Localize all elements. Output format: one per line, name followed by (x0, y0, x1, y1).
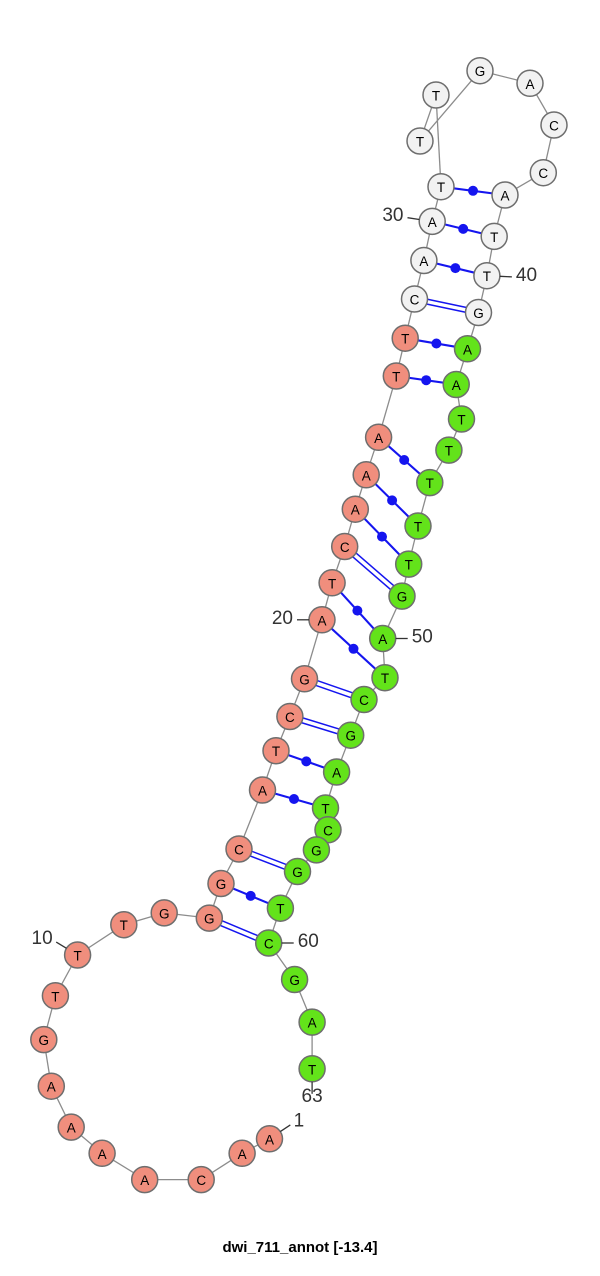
svg-text:G: G (216, 877, 227, 892)
svg-text:A: A (98, 1147, 107, 1162)
svg-text:G: G (292, 865, 303, 880)
svg-text:C: C (285, 710, 295, 725)
svg-text:A: A (419, 254, 428, 269)
svg-text:T: T (308, 1062, 316, 1077)
svg-text:A: A (140, 1173, 149, 1188)
svg-text:T: T (51, 989, 59, 1004)
svg-text:T: T (416, 135, 424, 150)
svg-text:T: T (276, 902, 284, 917)
svg-text:1: 1 (294, 1111, 305, 1132)
svg-text:C: C (359, 693, 369, 708)
svg-text:A: A (238, 1147, 247, 1162)
svg-text:C: C (234, 843, 244, 858)
svg-text:T: T (381, 671, 389, 686)
svg-text:60: 60 (298, 931, 319, 952)
svg-text:T: T (73, 949, 81, 964)
svg-text:C: C (323, 823, 333, 838)
svg-text:T: T (426, 476, 434, 491)
svg-text:A: A (265, 1132, 274, 1147)
svg-text:G: G (289, 973, 300, 988)
svg-text:G: G (397, 590, 408, 605)
svg-text:A: A (362, 468, 371, 483)
svg-text:G: G (473, 306, 484, 321)
svg-text:T: T (272, 744, 280, 759)
svg-text:T: T (445, 444, 453, 459)
svg-text:G: G (204, 912, 215, 927)
svg-text:T: T (401, 332, 409, 347)
svg-text:20: 20 (272, 608, 293, 629)
svg-text:A: A (258, 784, 267, 799)
svg-text:A: A (525, 77, 534, 92)
svg-text:10: 10 (32, 928, 53, 949)
svg-text:30: 30 (382, 205, 403, 226)
svg-text:T: T (392, 370, 400, 385)
svg-text:T: T (432, 89, 440, 104)
svg-text:A: A (500, 189, 509, 204)
svg-text:C: C (410, 293, 420, 308)
svg-text:A: A (317, 613, 326, 628)
svg-text:A: A (378, 632, 387, 647)
svg-text:C: C (264, 937, 274, 952)
svg-text:G: G (311, 843, 322, 858)
svg-text:63: 63 (302, 1086, 323, 1107)
svg-text:A: A (332, 766, 341, 781)
svg-text:A: A (428, 215, 437, 230)
svg-text:A: A (452, 378, 461, 393)
svg-text:G: G (345, 729, 356, 744)
svg-text:C: C (549, 119, 559, 134)
svg-text:A: A (374, 431, 383, 446)
svg-text:C: C (538, 166, 548, 181)
svg-text:T: T (120, 918, 128, 933)
svg-text:A: A (351, 503, 360, 518)
svg-text:C: C (196, 1173, 206, 1188)
svg-text:G: G (475, 64, 486, 79)
svg-text:50: 50 (412, 627, 433, 648)
svg-text:40: 40 (516, 265, 537, 286)
svg-text:G: G (39, 1033, 50, 1048)
svg-text:T: T (321, 802, 329, 817)
svg-text:dwi_711_annot [-13.4]: dwi_711_annot [-13.4] (222, 1239, 377, 1256)
svg-text:C: C (340, 540, 350, 555)
svg-text:G: G (299, 672, 310, 687)
svg-text:T: T (483, 269, 491, 284)
svg-text:A: A (67, 1121, 76, 1136)
svg-text:T: T (437, 180, 445, 195)
svg-text:T: T (414, 520, 422, 535)
svg-text:A: A (308, 1016, 317, 1031)
svg-text:T: T (405, 558, 413, 573)
svg-text:T: T (490, 230, 498, 245)
svg-text:G: G (159, 906, 170, 921)
svg-text:A: A (463, 342, 472, 357)
svg-text:A: A (47, 1080, 56, 1095)
svg-text:T: T (457, 413, 465, 428)
svg-text:T: T (328, 576, 336, 591)
